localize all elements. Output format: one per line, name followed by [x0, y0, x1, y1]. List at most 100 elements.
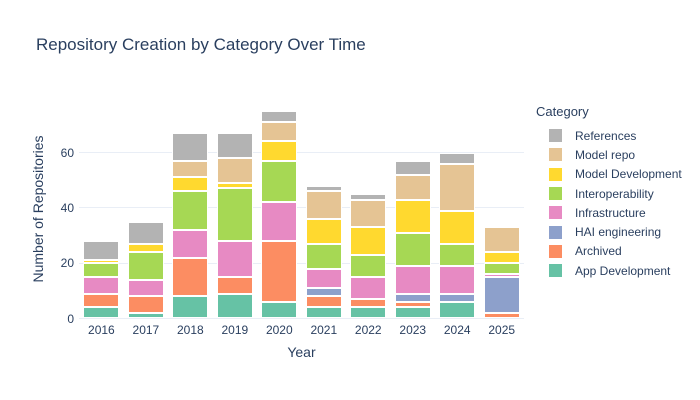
legend-swatch-icon [549, 244, 562, 258]
legend-item-references[interactable]: References [536, 126, 682, 145]
legend-item-model-repo[interactable]: Model repo [536, 145, 682, 164]
bar-segment-2022-interoperability[interactable] [350, 254, 387, 277]
x-tick-label-2022: 2022 [354, 323, 382, 337]
legend-item-archived[interactable]: Archived [536, 242, 682, 261]
x-tick-label-2018: 2018 [177, 323, 204, 337]
bar-segment-2024-hai-engineering[interactable] [439, 293, 476, 302]
bar-segment-2025-model-repo[interactable] [483, 227, 520, 253]
bar-segment-2024-model-development[interactable] [439, 210, 476, 244]
bar-segment-2023-model-repo[interactable] [394, 174, 431, 200]
bar-segment-2020-infrastructure[interactable] [261, 202, 298, 242]
bar-segment-2025-archived[interactable] [483, 312, 520, 319]
bar-segment-2021-infrastructure[interactable] [305, 268, 342, 289]
chart-title: Repository Creation by Category Over Tim… [36, 35, 366, 54]
bar-segment-2019-references[interactable] [216, 133, 253, 159]
y-tick-label: 0 [67, 311, 74, 326]
bar-segment-2023-archived[interactable] [394, 301, 431, 308]
bar-segment-2021-archived[interactable] [305, 296, 342, 308]
bar-segment-2016-references[interactable] [83, 241, 120, 261]
bar-segment-2018-archived[interactable] [172, 257, 209, 297]
bar-segment-2020-model-development[interactable] [261, 141, 298, 161]
legend-label: Model repo [575, 147, 636, 162]
bar-segment-2017-infrastructure[interactable] [127, 279, 164, 297]
bar-segment-2019-app-development[interactable] [216, 293, 253, 319]
bar-segment-2023-model-development[interactable] [394, 199, 431, 233]
bar-segment-2020-interoperability[interactable] [261, 160, 298, 203]
bar-segment-2019-interoperability[interactable] [216, 188, 253, 242]
bar-segment-2023-references[interactable] [394, 160, 431, 175]
bar-segment-2019-model-development[interactable] [216, 182, 253, 189]
bar-segment-2017-interoperability[interactable] [127, 252, 164, 280]
bar-segment-2022-model-development[interactable] [350, 227, 387, 255]
bar-segment-2025-model-development[interactable] [483, 252, 520, 264]
bar-segment-2018-model-development[interactable] [172, 177, 209, 192]
legend-item-infrastructure[interactable]: Infrastructure [536, 203, 682, 222]
bar-segment-2017-references[interactable] [127, 221, 164, 244]
bar-segment-2020-references[interactable] [261, 111, 298, 123]
bar-segment-2016-archived[interactable] [83, 293, 120, 308]
bar-segment-2018-model-repo[interactable] [172, 160, 209, 178]
legend-title: Category [536, 104, 589, 119]
x-tick-label-2019: 2019 [221, 323, 249, 337]
legend-label: Model Development [575, 167, 682, 182]
bar-segment-2023-app-development[interactable] [394, 307, 431, 319]
x-tick-label-2016: 2016 [88, 323, 115, 337]
legend-swatch-icon [549, 187, 562, 201]
bar-segment-2018-infrastructure[interactable] [172, 229, 209, 258]
bar-segment-2017-app-development[interactable] [127, 312, 164, 319]
bar-segment-2025-interoperability[interactable] [483, 263, 520, 275]
bar-segment-2022-archived[interactable] [350, 299, 387, 308]
bar-segment-2024-infrastructure[interactable] [439, 265, 476, 294]
legend-label: App Development [575, 263, 671, 278]
bar-segment-2024-references[interactable] [439, 152, 476, 164]
bar-segment-2017-model-development[interactable] [127, 243, 164, 253]
bar-segment-2021-model-repo[interactable] [305, 191, 342, 219]
bar-segment-2021-app-development[interactable] [305, 307, 342, 319]
bar-segment-2019-model-repo[interactable] [216, 158, 253, 183]
legend-items: References Model repo Model Development Int… [536, 126, 682, 280]
bar-segment-2021-references[interactable] [305, 185, 342, 192]
bar-segment-2025-hai-engineering[interactable] [483, 277, 520, 313]
bar-segment-2024-interoperability[interactable] [439, 243, 476, 266]
bar-segment-2016-model-development[interactable] [83, 260, 120, 264]
bar-segment-2018-interoperability[interactable] [172, 191, 209, 230]
gridline-y-20 [79, 262, 524, 264]
bar-segment-2020-app-development[interactable] [261, 301, 298, 319]
legend-item-app-development[interactable]: App Development [536, 261, 682, 280]
legend-swatch-icon [549, 148, 562, 162]
bar-segment-2022-app-development[interactable] [350, 307, 387, 319]
legend-item-model-development[interactable]: Model Development [536, 165, 682, 184]
x-tick-label-2024: 2024 [443, 323, 471, 337]
bar-segment-2021-interoperability[interactable] [305, 243, 342, 269]
x-tick-label-2020: 2020 [265, 323, 293, 337]
bar-segment-2020-model-repo[interactable] [261, 122, 298, 142]
bar-segment-2017-archived[interactable] [127, 296, 164, 313]
bar-segment-2021-model-development[interactable] [305, 218, 342, 244]
legend-label: HAI engineering [575, 225, 662, 240]
bar-segment-2022-model-repo[interactable] [350, 199, 387, 228]
bar-segment-2018-references[interactable] [172, 133, 209, 161]
bar-segment-2019-archived[interactable] [216, 277, 253, 294]
legend: Category References Model repo Model Devel… [536, 104, 682, 280]
bar-segment-2018-app-development[interactable] [172, 296, 209, 319]
bar-segment-2022-references[interactable] [350, 194, 387, 200]
bar-segment-2016-infrastructure[interactable] [83, 277, 120, 294]
bar-segment-2019-infrastructure[interactable] [216, 241, 253, 277]
bar-segment-2016-interoperability[interactable] [83, 263, 120, 277]
bar-segment-2024-model-repo[interactable] [439, 163, 476, 211]
legend-swatch-icon [549, 129, 562, 143]
legend-item-interoperability[interactable]: Interoperability [536, 184, 682, 203]
legend-item-hai-engineering[interactable]: HAI engineering [536, 222, 682, 241]
bar-segment-2023-interoperability[interactable] [394, 232, 431, 266]
y-axis-title: Number of Repositories [30, 135, 46, 283]
bar-segment-2020-archived[interactable] [261, 241, 298, 302]
legend-swatch-icon [549, 225, 562, 239]
bar-segment-2023-infrastructure[interactable] [394, 265, 431, 294]
bar-segment-2023-hai-engineering[interactable] [394, 293, 431, 302]
bar-segment-2016-app-development[interactable] [83, 307, 120, 319]
bar-segment-2025-infrastructure[interactable] [483, 274, 520, 277]
bar-segment-2021-hai-engineering[interactable] [305, 288, 342, 297]
bar-segment-2024-app-development[interactable] [439, 301, 476, 319]
bar-segment-2022-infrastructure[interactable] [350, 277, 387, 300]
x-tick-label-2025: 2025 [488, 323, 516, 337]
